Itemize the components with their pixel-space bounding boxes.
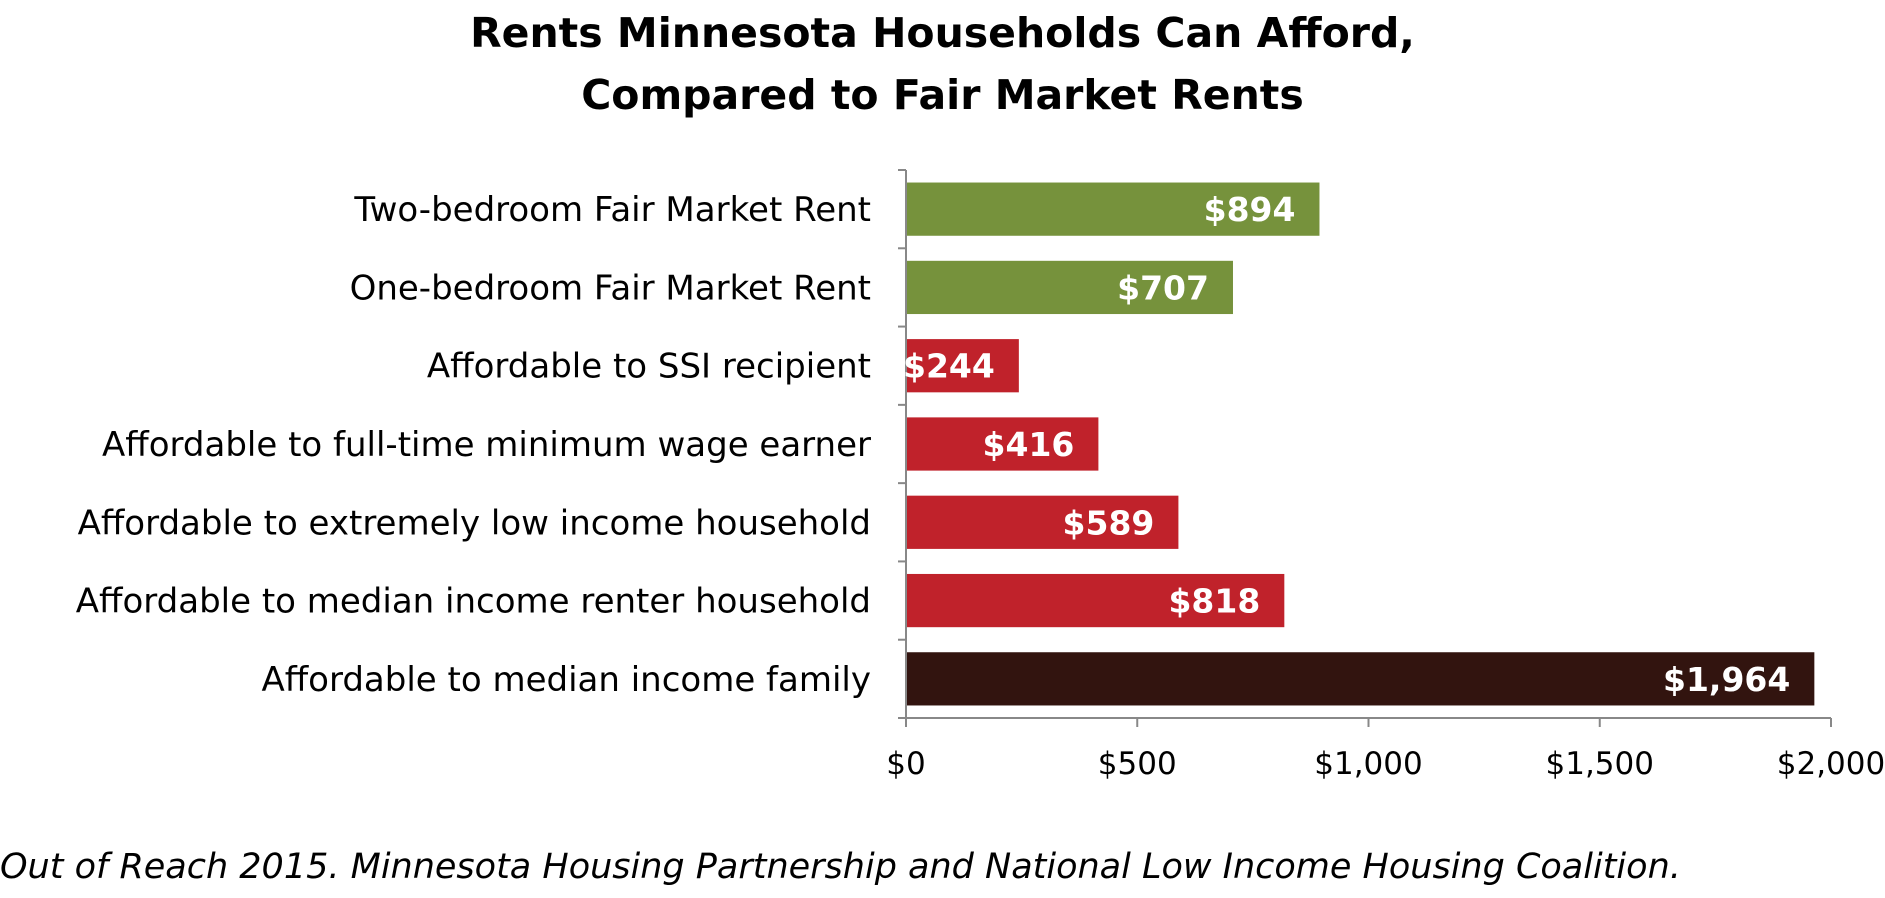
bar (906, 260, 1233, 315)
category-label: Affordable to median income family (261, 660, 871, 700)
source-note: Out of Reach 2015. Minnesota Housing Par… (0, 847, 1681, 887)
bar-value-label: $244 (903, 347, 995, 386)
axes-group (898, 169, 1832, 727)
bar (906, 339, 1019, 393)
bars-group (906, 182, 1815, 706)
category-label: Affordable to extremely low income house… (78, 503, 871, 543)
bar-value-label: $589 (1063, 503, 1155, 542)
bar-value-label: $707 (1117, 268, 1209, 307)
x-tick-label: $1,500 (1546, 746, 1654, 782)
category-label: One-bedroom Fair Market Rent (350, 268, 871, 308)
bar (906, 417, 1099, 471)
x-tick-label: $1,000 (1314, 746, 1422, 782)
x-tick-label: $0 (886, 746, 925, 782)
labels-group: $894 Two-bedroom Fair Market Rent $707 One-… (76, 190, 1885, 782)
category-label: Two-bedroom Fair Market Rent (353, 190, 871, 230)
bar-value-label: $818 (1168, 582, 1260, 621)
category-label: Affordable to full-time minimum wage ear… (102, 425, 871, 465)
category-label: Affordable to median income renter house… (76, 582, 871, 622)
bar (906, 182, 1320, 236)
chart-title: Rents Minnesota Households Can Afford, C… (0, 2, 1885, 126)
bar (906, 652, 1815, 706)
x-tick-label: $500 (1098, 746, 1177, 782)
category-label: Affordable to SSI recipient (427, 347, 871, 387)
bar-value-label: $1,964 (1663, 660, 1790, 699)
x-tick-label: $2,000 (1777, 746, 1885, 782)
bar-value-label: $416 (983, 425, 1075, 464)
chart-title-line-2: Compared to Fair Market Rents (581, 71, 1304, 119)
chart-title-line-1: Rents Minnesota Households Can Afford, (470, 9, 1415, 57)
bar-value-label: $894 (1204, 190, 1296, 229)
bar (906, 573, 1285, 628)
bar (906, 495, 1179, 549)
